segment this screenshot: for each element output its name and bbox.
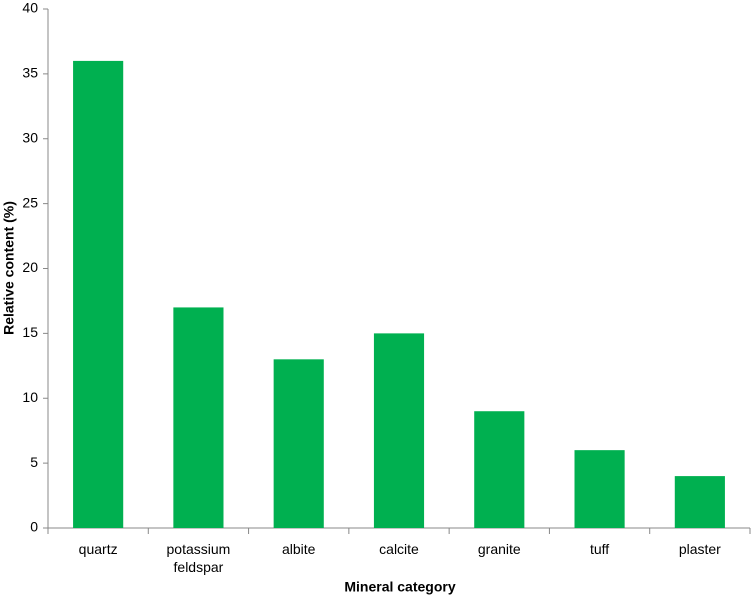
bar bbox=[574, 450, 625, 528]
bar bbox=[273, 359, 324, 528]
y-tick-label: 20 bbox=[22, 259, 38, 275]
y-tick-label: 35 bbox=[22, 65, 38, 81]
bar bbox=[73, 60, 124, 529]
x-axis-title: Mineral category bbox=[344, 579, 455, 595]
bar bbox=[474, 411, 525, 528]
y-tick-label: 25 bbox=[22, 194, 38, 210]
x-tick-label: potassium feldspar bbox=[166, 541, 231, 575]
bar bbox=[674, 476, 725, 528]
x-tick-label: tuff bbox=[589, 541, 610, 557]
x-tick-label: plaster bbox=[678, 541, 721, 557]
bar bbox=[173, 307, 224, 528]
y-tick-label: 0 bbox=[30, 519, 38, 535]
y-tick-label: 15 bbox=[22, 324, 38, 340]
x-tick-label: quartz bbox=[78, 541, 118, 557]
x-tick-label: granite bbox=[477, 541, 521, 557]
y-tick-label: 30 bbox=[22, 129, 38, 145]
x-tick-label: albite bbox=[281, 541, 316, 557]
y-axis-title: Relative content (%) bbox=[1, 201, 17, 335]
y-tick-label: 10 bbox=[22, 389, 38, 405]
y-tick-label: 5 bbox=[30, 454, 38, 470]
y-tick-label: 40 bbox=[22, 0, 38, 16]
bar bbox=[373, 333, 425, 528]
x-tick-label: calcite bbox=[379, 541, 419, 557]
